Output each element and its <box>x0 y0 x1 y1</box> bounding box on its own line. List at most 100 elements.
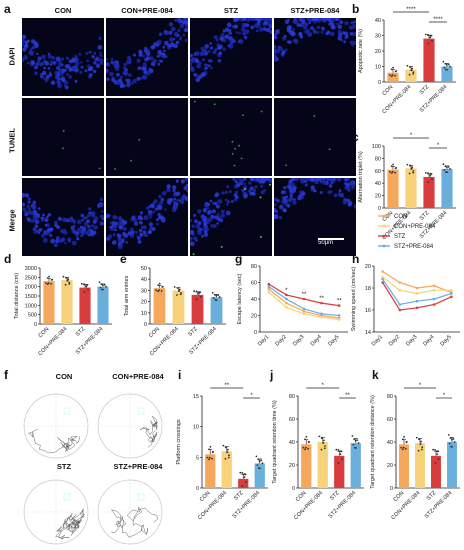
y-tick-label: 2500 <box>25 275 37 281</box>
y-axis-label: Swimming speed (cm/sec) <box>351 267 357 332</box>
micro-panel-image <box>285 115 331 167</box>
data-point <box>417 449 420 452</box>
data-point <box>449 437 452 439</box>
micro-panel <box>22 98 104 176</box>
data-point <box>307 447 309 450</box>
data-point <box>394 167 397 170</box>
data-point <box>352 443 355 446</box>
panel-letter-f: f <box>4 368 8 382</box>
swim-path <box>139 416 159 448</box>
y-axis-label: Total distance (cm) <box>14 273 20 319</box>
y-tick-label: 15 <box>193 394 199 400</box>
data-point <box>340 450 343 453</box>
data-point <box>430 173 433 175</box>
data-point <box>353 438 356 440</box>
y-tick-label: 40 <box>375 18 381 24</box>
data-point <box>337 449 340 451</box>
data-point <box>99 286 102 289</box>
data-point <box>390 68 393 71</box>
series-point <box>267 287 271 291</box>
series-point <box>381 275 384 279</box>
significance-label: * <box>250 393 253 399</box>
data-point <box>357 442 360 444</box>
data-point <box>447 434 450 436</box>
data-point <box>68 281 71 284</box>
series-point <box>432 303 436 306</box>
x-tick-label: CON <box>393 490 406 503</box>
data-point <box>443 66 446 69</box>
data-point <box>320 437 323 439</box>
legend-marker <box>382 224 386 228</box>
micro-col-title-stz: STZ <box>223 6 239 15</box>
y-tick-label: 50 <box>141 266 147 272</box>
platform-marker <box>137 407 145 415</box>
data-point <box>198 292 200 295</box>
data-point <box>432 448 434 451</box>
bar <box>415 443 425 488</box>
y-tick-label: 100 <box>372 144 381 150</box>
y-tick-label: 18 <box>365 286 371 292</box>
data-point <box>98 281 101 284</box>
data-point <box>419 443 422 445</box>
data-point <box>394 74 396 77</box>
data-point <box>173 286 176 288</box>
x-tick-label: STZ <box>187 326 199 338</box>
data-point <box>434 449 436 451</box>
panel-letter-k: k <box>372 368 379 382</box>
series-point <box>398 303 402 306</box>
data-point <box>304 438 306 441</box>
y-tick-label: 0 <box>254 330 257 336</box>
track-label-stz: STZ <box>56 462 72 471</box>
data-point <box>427 42 430 45</box>
series-point <box>398 281 402 284</box>
swim-tracks <box>23 393 163 545</box>
micro-panel <box>106 98 188 176</box>
data-point <box>431 178 433 181</box>
bar <box>61 280 73 324</box>
data-point <box>437 450 440 453</box>
y-axis-label: Target quadrant retention distance (%) <box>370 395 376 489</box>
y-tick-label: 0 <box>378 80 381 86</box>
x-tick-label: CON <box>148 326 161 339</box>
data-point <box>101 288 103 291</box>
bar <box>238 478 249 488</box>
y-axis-label: Platform crossings <box>176 419 182 464</box>
panel-letter-i: i <box>178 368 182 382</box>
micro-col-title-con: CON <box>54 6 72 15</box>
bar <box>350 443 361 488</box>
data-point <box>318 435 321 438</box>
data-point <box>401 448 404 451</box>
data-point <box>46 277 49 279</box>
y-tick-label: 1000 <box>25 303 37 309</box>
y-tick-label: 0 <box>34 322 37 328</box>
bar <box>387 169 399 208</box>
data-point <box>434 462 437 464</box>
data-point <box>261 462 264 465</box>
micro-panel-image <box>274 178 356 220</box>
micro-panel <box>190 98 272 176</box>
series-point <box>302 312 306 316</box>
swim-path <box>55 508 86 540</box>
significance-label: * <box>437 143 440 149</box>
bar <box>334 455 345 488</box>
data-point <box>65 276 67 279</box>
data-point <box>180 292 182 294</box>
series-point <box>285 293 288 297</box>
x-tick-label: STZ <box>233 490 245 502</box>
micro-panel-image <box>22 34 104 90</box>
bar <box>317 442 328 488</box>
data-point <box>158 289 160 292</box>
data-point <box>209 456 211 459</box>
significance-label: ** <box>337 299 342 305</box>
data-point <box>410 168 413 170</box>
series-point <box>302 310 306 313</box>
panel-letter-h: h <box>352 252 360 266</box>
x-tick-label: Day4 <box>422 334 435 347</box>
bar <box>423 177 435 208</box>
y-tick-label: 10 <box>375 65 381 71</box>
series-point <box>381 281 384 284</box>
data-point <box>412 71 415 74</box>
